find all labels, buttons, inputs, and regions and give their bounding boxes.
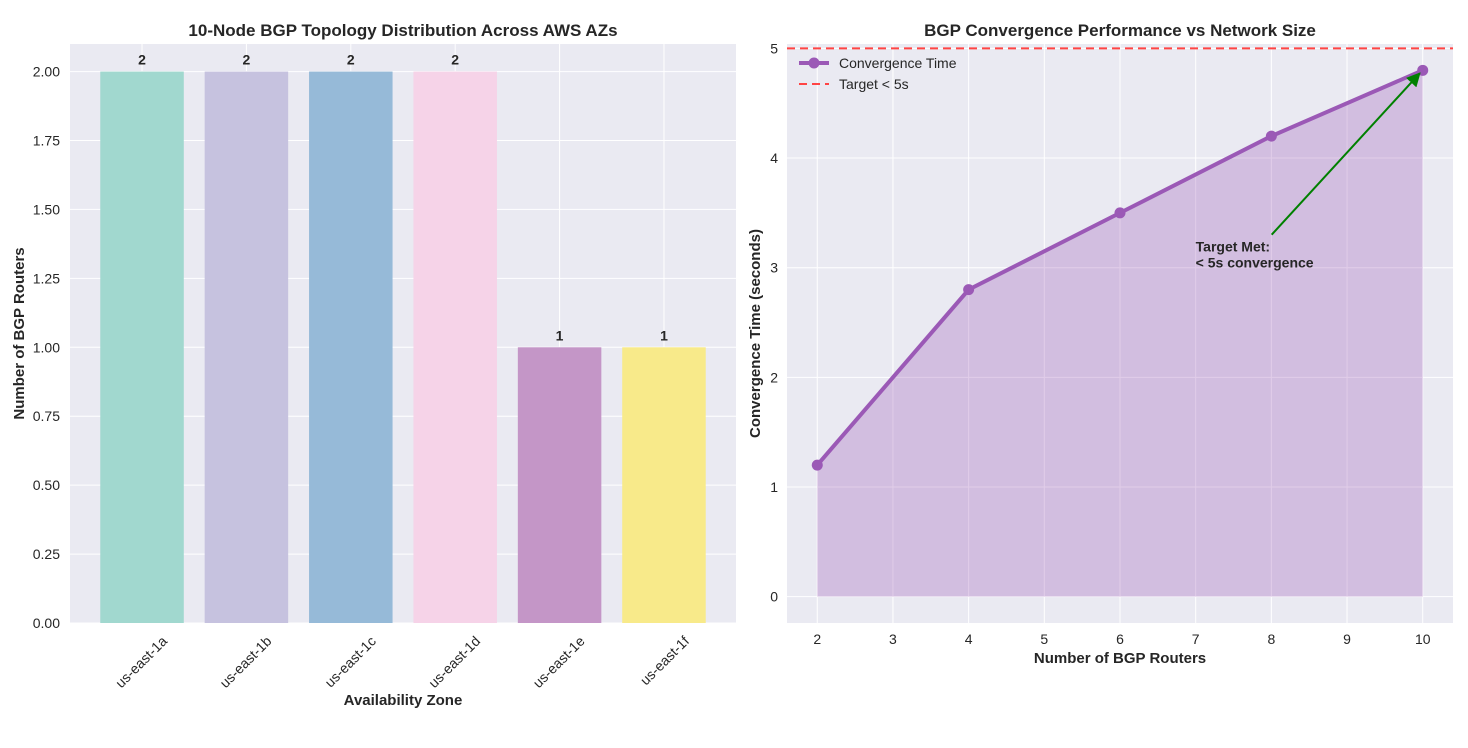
y-tick-label: 0.75 [33, 408, 60, 424]
y-axis-label: Number of BGP Routers [11, 247, 28, 419]
annotation: < 5s convergence [1196, 255, 1314, 271]
x-tick-label: us-east-1a [112, 633, 170, 691]
value-label: 2 [451, 52, 459, 68]
annotation: Target Met: [1196, 239, 1270, 255]
value-label: 2 [243, 52, 251, 68]
bar [622, 347, 706, 623]
x-tick-label: 2 [813, 631, 821, 647]
y-tick-label: 1.25 [33, 270, 60, 286]
value-label: 2 [138, 52, 146, 68]
x-tick-label: us-east-1d [425, 633, 483, 691]
y-tick-label: 1.00 [33, 339, 60, 355]
y-tick-label: 4 [770, 150, 778, 166]
y-tick-label: 3 [770, 260, 778, 276]
marker [1265, 130, 1277, 142]
y-axis-label: Convergence Time (seconds) [747, 229, 764, 438]
y-tick-label: 1.75 [33, 133, 60, 149]
x-axis-label: Availability Zone [344, 692, 463, 709]
legend-label: Convergence Time [839, 55, 957, 71]
bar [413, 71, 497, 624]
chart-title: 10-Node BGP Topology Distribution Across… [188, 21, 617, 40]
marker [963, 284, 975, 296]
annotation-arrow [1270, 72, 1421, 236]
x-tick-label: 7 [1192, 631, 1200, 647]
legend-label: Target < 5s [839, 76, 909, 92]
marker [1114, 207, 1126, 219]
x-tick-label: 8 [1267, 631, 1275, 647]
bar [309, 71, 393, 624]
x-tick-label: us-east-1f [637, 633, 692, 688]
y-tick-label: 1 [770, 479, 778, 495]
area [817, 70, 1423, 597]
y-tick-label: 0.50 [33, 477, 60, 493]
y-tick-label: 2 [770, 369, 778, 385]
x-tick-label: us-east-1e [530, 633, 588, 691]
x-tick-label: 9 [1343, 631, 1351, 647]
y-tick-label: 5 [770, 40, 778, 56]
x-tick-label: 6 [1116, 631, 1124, 647]
value-label: 1 [660, 327, 668, 343]
y-tick-label: 0 [770, 589, 778, 605]
x-tick-label: us-east-1b [216, 633, 274, 691]
value-label: 2 [347, 52, 355, 68]
value-label: 1 [556, 327, 564, 343]
x-tick-label: 10 [1415, 631, 1431, 647]
bar [204, 71, 289, 624]
y-tick-label: 0.25 [33, 546, 60, 562]
x-tick-label: 5 [1040, 631, 1048, 647]
y-tick-label: 2.00 [33, 64, 60, 80]
x-axis-label: Number of BGP Routers [1034, 650, 1206, 667]
chart-title: BGP Convergence Performance vs Network S… [924, 21, 1316, 40]
x-tick-label: 4 [965, 631, 973, 647]
x-tick-label: us-east-1c [321, 633, 379, 691]
bar [100, 71, 184, 624]
bar [517, 347, 602, 623]
y-tick-label: 0.00 [33, 615, 60, 631]
y-tick-label: 1.50 [33, 201, 60, 217]
legend-swatch [808, 57, 820, 69]
marker [811, 459, 823, 471]
x-tick-label: 3 [889, 631, 897, 647]
